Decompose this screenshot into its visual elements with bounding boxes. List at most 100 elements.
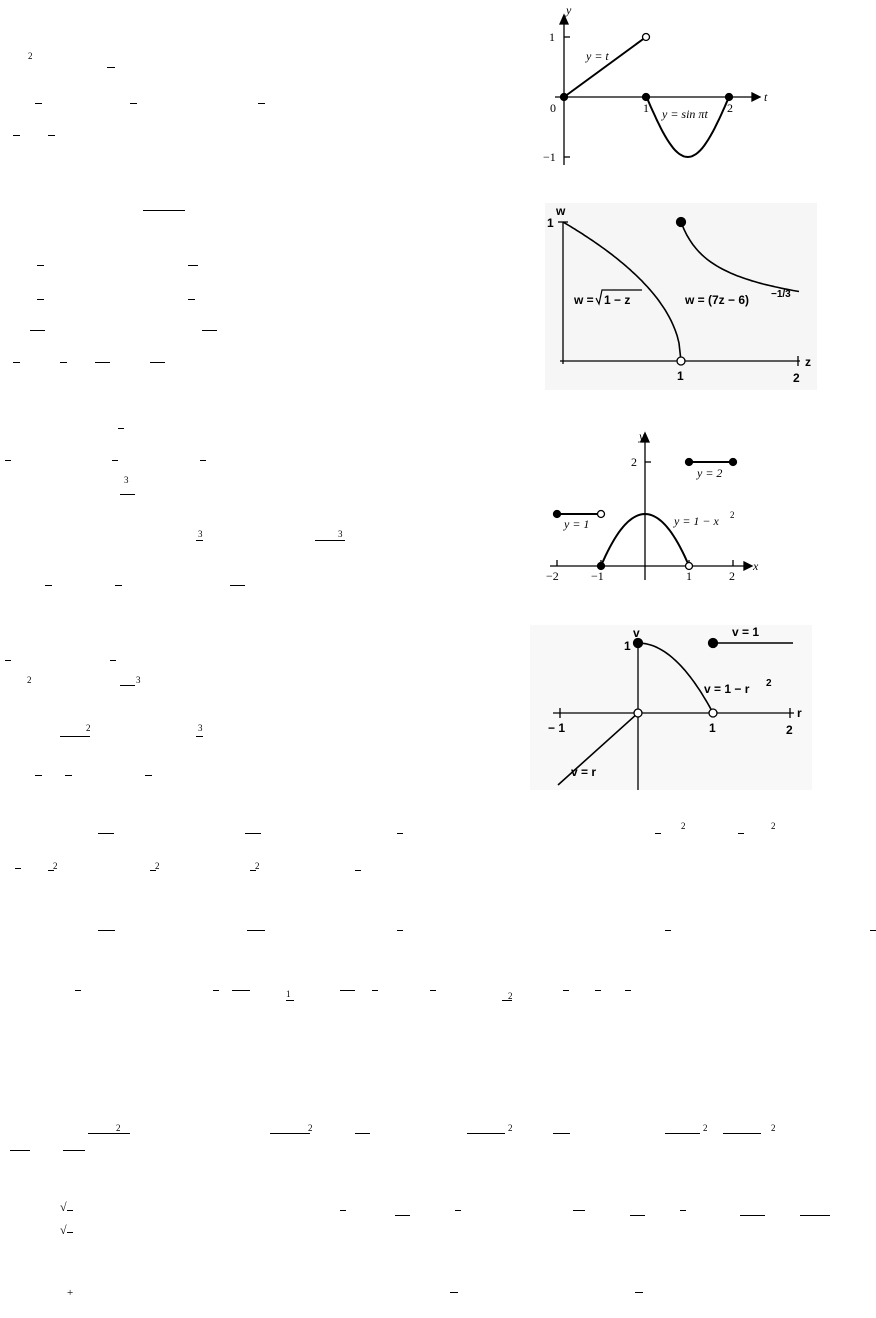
exponent: −1/3 xyxy=(771,289,791,300)
fraction-bar xyxy=(88,1133,130,1134)
closed-point xyxy=(641,92,651,102)
w-axis-label: w xyxy=(555,204,566,218)
fraction-bar xyxy=(45,585,52,586)
fraction-bar xyxy=(107,67,115,68)
superscript: 2 xyxy=(508,991,513,1001)
fraction-bar xyxy=(150,362,165,363)
fraction-bar xyxy=(680,1210,686,1211)
fraction-bar xyxy=(595,990,601,991)
fraction-bar xyxy=(723,1133,761,1134)
fraction-bar xyxy=(120,494,135,495)
superscript: 2 xyxy=(771,821,776,831)
fraction-bar xyxy=(738,833,744,834)
exponent: 2 xyxy=(730,510,735,520)
figure-background xyxy=(530,625,812,790)
y-axis-label: y xyxy=(565,3,572,17)
fraction-bar xyxy=(397,833,403,834)
fraction-bar xyxy=(450,1292,458,1293)
fraction-bar xyxy=(355,870,361,871)
closed-point xyxy=(552,509,562,519)
radical-sign xyxy=(595,289,642,306)
y-axis-label: y xyxy=(638,429,645,443)
sine-curve xyxy=(645,96,730,159)
arrow-icon xyxy=(639,431,651,443)
fraction-bar xyxy=(286,1000,294,1001)
fraction-bar xyxy=(870,930,876,931)
fraction-bar xyxy=(232,990,250,991)
figure-piecewise-w xyxy=(558,216,800,366)
closed-point xyxy=(707,637,719,649)
tick-label: 0 xyxy=(550,101,556,115)
superscript: 3 xyxy=(136,675,141,685)
fraction-bar xyxy=(48,870,54,871)
superscript: 2 xyxy=(155,861,160,871)
fraction-bar xyxy=(196,540,203,541)
curve-label: v = r xyxy=(571,765,596,779)
superscript: 3 xyxy=(198,723,203,733)
radical-sign: √ xyxy=(60,1200,67,1214)
fraction-bar xyxy=(35,775,42,776)
superscript: 3 xyxy=(198,529,203,539)
superscript: 3 xyxy=(338,529,343,539)
fraction-bar xyxy=(625,990,631,991)
closed-point xyxy=(596,561,606,571)
fraction-bar xyxy=(143,210,185,211)
fraction-bar xyxy=(95,362,110,363)
figure-piecewise-t xyxy=(555,13,762,165)
fraction-bar xyxy=(10,1150,30,1151)
parabola xyxy=(600,512,690,567)
fraction-bar xyxy=(563,990,569,991)
fraction-bar xyxy=(35,103,42,104)
fraction-bar xyxy=(67,1232,73,1233)
fraction-bar xyxy=(60,736,90,737)
superscript: 2 xyxy=(255,861,260,871)
line-v-equals-r xyxy=(557,712,639,786)
tick-label: 2 xyxy=(793,371,800,385)
closed-point xyxy=(724,92,734,102)
radical-sign: √ xyxy=(60,1223,67,1237)
fraction-bar xyxy=(112,460,118,461)
fraction-bar xyxy=(245,833,261,834)
arrow-icon xyxy=(743,560,754,572)
tick-label: 1 xyxy=(624,639,631,653)
fraction-bar xyxy=(800,1215,830,1216)
tick-label: 2 xyxy=(729,569,735,583)
superscript: 2 xyxy=(308,1123,313,1133)
fraction-bar xyxy=(188,299,195,300)
curve-label: 1 − z xyxy=(604,293,630,307)
tick-label: 2 xyxy=(786,723,793,737)
fraction-bar xyxy=(145,775,152,776)
fraction-bar xyxy=(573,1210,585,1211)
r-axis-label: r xyxy=(797,706,802,720)
v-axis-label: v xyxy=(633,626,640,640)
tick-label: 1 xyxy=(547,216,554,230)
superscript: 2 xyxy=(27,675,32,685)
curve-label: y = 2 xyxy=(696,466,722,480)
superscript: 2 xyxy=(53,861,58,871)
closed-point xyxy=(632,637,644,649)
open-point xyxy=(684,561,694,571)
fraction-bar xyxy=(150,870,156,871)
fraction-bar xyxy=(118,428,124,429)
tick-label: 1 xyxy=(709,721,716,735)
curve-label: w = (7z − 6) xyxy=(684,293,749,307)
z-axis-label: z xyxy=(805,355,811,369)
open-point xyxy=(708,708,718,718)
fraction-bar xyxy=(635,1292,643,1293)
closed-point xyxy=(559,92,569,102)
fraction-bar xyxy=(355,1133,370,1134)
fraction-bar xyxy=(13,135,20,136)
fraction-bar xyxy=(5,460,11,461)
tick-label: 1 xyxy=(677,369,684,383)
parabola xyxy=(638,642,714,714)
curve-label: v = 1 − r xyxy=(704,682,750,696)
fraction-bar xyxy=(98,833,114,834)
superscript: 2 xyxy=(703,1123,708,1133)
fraction-bar xyxy=(395,1215,410,1216)
fraction-bar xyxy=(430,990,436,991)
fraction-bar xyxy=(740,1215,765,1216)
superscript: 1 xyxy=(286,989,291,999)
fraction-bar xyxy=(340,1210,346,1211)
fraction-bar xyxy=(30,330,45,331)
fraction-bar xyxy=(270,1133,310,1134)
